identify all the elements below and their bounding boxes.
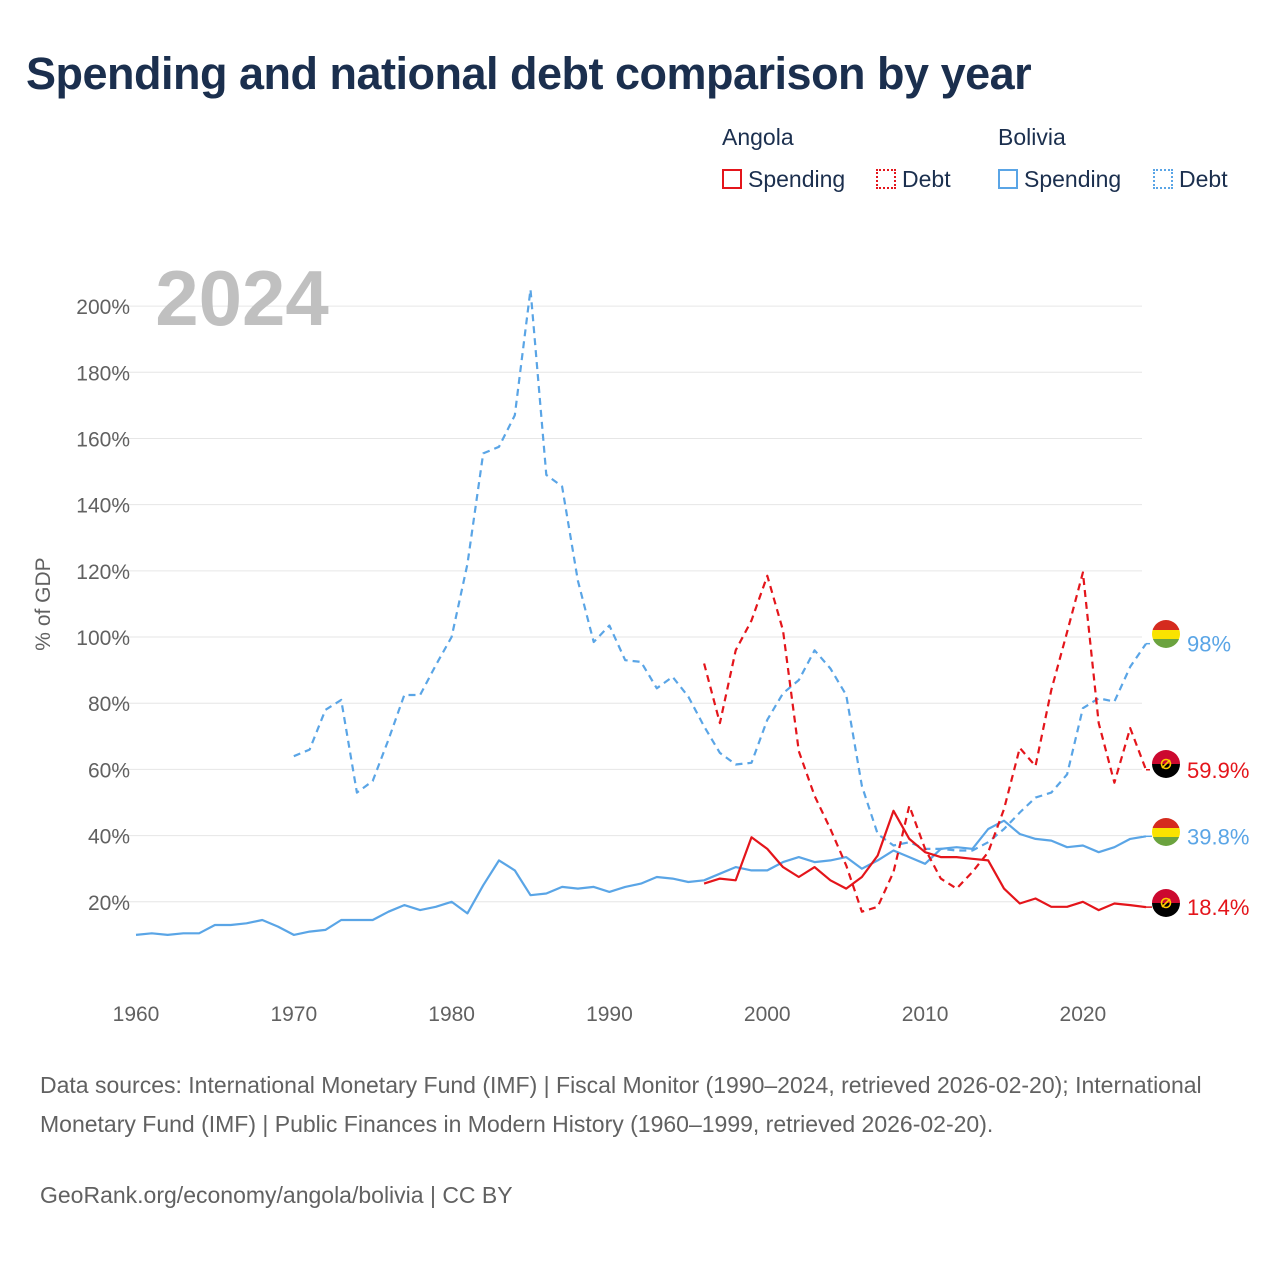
y-tick-label: 180%	[76, 362, 130, 385]
attribution[interactable]: GeoRank.org/economy/angola/bolivia | CC …	[40, 1182, 513, 1208]
x-axis-ticks: 1960 1970 1980 1990 2000 2010 2020	[113, 1003, 1107, 1026]
end-label-angola-debt: 59.9%	[1187, 758, 1249, 783]
x-tick-label: 2010	[902, 1003, 949, 1026]
x-tick-label: 1970	[270, 1003, 317, 1026]
y-tick-label: 160%	[76, 428, 130, 451]
y-tick-label: 200%	[76, 296, 130, 319]
series-line-angola-spending[interactable]	[703, 809, 1147, 912]
data-sources: Data sources: International Monetary Fun…	[40, 1072, 1202, 1137]
series-line-angola-debt[interactable]	[703, 571, 1148, 913]
series-lines	[135, 288, 1152, 936]
legend-dotted-swatch	[876, 168, 896, 189]
end-labels: 98% 39.8% 59.9% 18.4%	[1187, 632, 1249, 920]
legend-label: Spending	[748, 166, 846, 192]
x-tick-label: 1980	[428, 1003, 475, 1026]
legend-dotted-swatch	[1153, 168, 1173, 189]
y-tick-label: 100%	[76, 627, 130, 650]
bolivia-flag-icon	[1152, 620, 1180, 648]
legend-angola-spending[interactable]: Spending	[722, 166, 845, 194]
y-tick-label: 140%	[76, 495, 130, 518]
legend-label: Debt	[1179, 166, 1228, 192]
y-axis-label: % of GDP	[32, 557, 55, 650]
angola-flag-icon	[1152, 750, 1180, 778]
bolivia-flag-icon	[1152, 818, 1180, 846]
x-tick-label: 1990	[586, 1003, 633, 1026]
x-tick-label: 2020	[1060, 1003, 1107, 1026]
legend-solid-swatch	[998, 168, 1018, 189]
year-label: 2024	[155, 254, 329, 342]
legend-bolivia-spending[interactable]: Spending	[998, 166, 1121, 194]
legend-country-bolivia: Bolivia	[998, 124, 1066, 150]
end-label-bolivia-debt: 98%	[1187, 632, 1231, 657]
y-tick-label: 80%	[88, 693, 130, 716]
legend-angola-debt[interactable]: Debt	[876, 166, 951, 194]
series-line-bolivia-debt[interactable]	[293, 288, 1147, 852]
series-line-bolivia-spending[interactable]	[135, 819, 1147, 936]
gridlines	[110, 305, 1142, 903]
legend-country-angola: Angola	[722, 124, 794, 150]
y-tick-label: 60%	[88, 759, 130, 782]
y-axis-ticks: 20% 40% 60% 80% 100% 120% 140% 160% 180% 200%	[76, 296, 130, 915]
chart-title: Spending and national debt comparison by…	[26, 48, 1032, 99]
legend-bolivia-debt[interactable]: Debt	[1153, 166, 1228, 194]
y-tick-label: 40%	[88, 826, 130, 849]
legend-label: Spending	[1024, 166, 1122, 192]
angola-flag-icon	[1152, 889, 1180, 917]
end-label-angola-spending: 18.4%	[1187, 895, 1249, 920]
y-tick-label: 120%	[76, 561, 130, 584]
end-label-bolivia-spending: 39.8%	[1187, 824, 1249, 849]
legend-label: Debt	[902, 166, 951, 192]
y-tick-label: 20%	[88, 892, 130, 915]
legend-solid-swatch	[722, 168, 742, 189]
x-tick-label: 1960	[113, 1003, 160, 1026]
x-tick-label: 2000	[744, 1003, 791, 1026]
